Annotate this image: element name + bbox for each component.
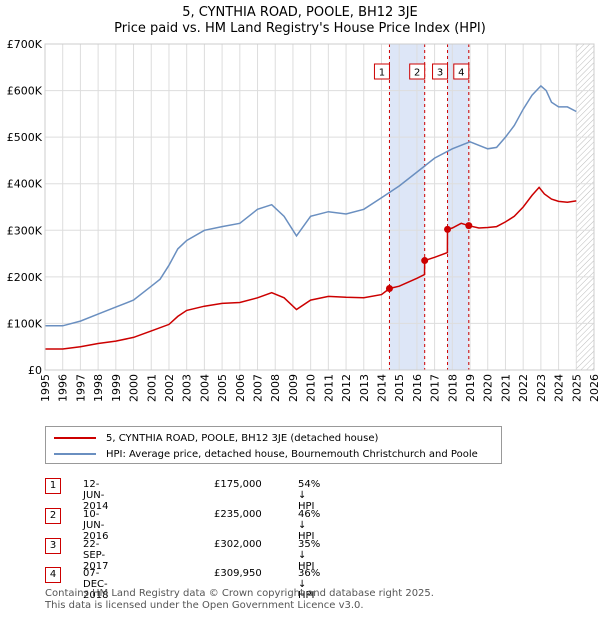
x-tick-label: 2005 — [216, 374, 229, 402]
x-tick-label: 2016 — [411, 374, 424, 402]
y-tick-label: £0 — [28, 364, 42, 377]
marker-label-box — [432, 63, 449, 80]
x-tick-label: 2012 — [340, 374, 353, 402]
transaction-price: £235,000 — [214, 509, 262, 520]
x-tick-label: 2006 — [234, 374, 247, 402]
price-chart: 1 2 3 4 £0 £100K £200K £300K £400K £500K £600K £700… — [7, 38, 600, 402]
marker-label: 2 — [414, 68, 420, 79]
x-tick-label: 2018 — [446, 374, 459, 402]
x-tick-label: 2015 — [393, 374, 406, 402]
x-tick-label: 1995 — [39, 374, 52, 402]
transaction-hpi-diff: 35% ↓ HPI — [298, 539, 321, 572]
sale-point — [444, 225, 452, 233]
y-tick-label: £700K — [7, 38, 43, 51]
legend-item-property: 5, CYNTHIA ROAD, POOLE, BH12 3JE (detach… — [54, 431, 378, 445]
y-tick-label: £500K — [7, 131, 43, 144]
legend-hpi-label: HPI: Average price, detached house, Bour… — [106, 448, 478, 460]
transaction-price: £302,000 — [214, 539, 262, 550]
hatched-region — [576, 44, 594, 370]
marker-label: 3 — [437, 68, 443, 79]
transaction-band — [389, 44, 425, 370]
transaction-hpi-diff: 36% ↓ HPI — [298, 568, 321, 601]
transaction-date: 07-DEC-2018 — [83, 568, 109, 601]
x-tick-label: 2013 — [358, 374, 371, 402]
x-tick-label: 2004 — [198, 374, 211, 402]
x-tick-label: 2017 — [429, 374, 442, 402]
x-tick-label: 2019 — [464, 374, 477, 402]
x-tick-label: 2000 — [128, 374, 141, 402]
legend: 5, CYNTHIA ROAD, POOLE, BH12 3JE (detach… — [45, 426, 502, 464]
x-tick-label: 2020 — [482, 374, 495, 402]
marker-label-box — [373, 63, 390, 80]
x-tick-label: 2002 — [163, 374, 176, 402]
chart-subtitle: Price paid vs. HM Land Registry's House … — [114, 21, 486, 36]
x-tick-label: 2009 — [287, 374, 300, 402]
x-tick-label: 2026 — [588, 374, 600, 402]
hpi-series-line — [45, 84, 577, 327]
property-series-line — [45, 186, 577, 350]
x-tick-label: 2025 — [570, 374, 583, 402]
property-line-swatch — [54, 437, 96, 439]
sale-point — [421, 257, 429, 265]
hpi-line-swatch — [54, 453, 96, 455]
x-tick-label: 1996 — [57, 374, 70, 402]
x-tick-label: 1997 — [74, 374, 87, 402]
y-tick-label: £100K — [7, 317, 43, 330]
marker-label-box — [453, 63, 470, 80]
transaction-number: 2 — [45, 508, 61, 524]
sale-point — [385, 285, 393, 292]
x-tick-label: 2007 — [252, 374, 265, 402]
transaction-number: 1 — [45, 478, 61, 494]
transaction-hpi-diff: 46% ↓ HPI — [298, 509, 321, 542]
x-tick-label: 2001 — [145, 374, 158, 402]
y-tick-label: £400K — [7, 178, 43, 191]
plot-border — [44, 43, 595, 371]
x-tick-label: 2011 — [322, 374, 335, 402]
plot-area — [45, 44, 594, 370]
footer-copyright: Contains HM Land Registry data © Crown c… — [45, 588, 434, 599]
x-tick-label: 2008 — [269, 374, 282, 402]
y-tick-label: £600K — [7, 85, 43, 98]
x-tick-label: 2023 — [535, 374, 548, 402]
sale-point — [465, 222, 473, 230]
x-tick-label: 2014 — [375, 374, 388, 402]
transaction-price: £309,950 — [214, 568, 262, 579]
legend-item-hpi: HPI: Average price, detached house, Bour… — [54, 447, 478, 461]
transaction-date: 10-JUN-2016 — [83, 509, 109, 542]
transaction-date: 12-JUN-2014 — [83, 479, 109, 512]
marker-label-box — [409, 63, 426, 80]
x-tick-label: 2003 — [181, 374, 194, 402]
x-tick-label: 2021 — [499, 374, 512, 402]
chart-title: 5, CYNTHIA ROAD, POOLE, BH12 3JE — [182, 5, 418, 20]
transaction-hpi-diff: 54% ↓ HPI — [298, 479, 321, 512]
footer: Contains HM Land Registry data © Crown c… — [45, 588, 434, 612]
transaction-date: 22-SEP-2017 — [83, 539, 109, 572]
transaction-number: 3 — [45, 538, 61, 554]
transaction-band — [447, 44, 469, 370]
x-tick-label: 2010 — [305, 374, 318, 402]
footer-licence: This data is licensed under the Open Gov… — [45, 600, 364, 611]
x-tick-label: 1998 — [92, 374, 105, 402]
x-tick-label: 1999 — [110, 374, 123, 402]
transaction-number: 4 — [45, 567, 61, 583]
transaction-price: £175,000 — [214, 479, 262, 490]
marker-label: 1 — [379, 68, 385, 79]
y-tick-label: £200K — [7, 271, 43, 284]
x-tick-label: 2022 — [517, 374, 530, 402]
legend-property-label: 5, CYNTHIA ROAD, POOLE, BH12 3JE (detach… — [106, 432, 379, 444]
marker-label: 4 — [458, 68, 464, 79]
x-tick-label: 2024 — [553, 374, 566, 402]
y-tick-label: £300K — [7, 224, 43, 237]
